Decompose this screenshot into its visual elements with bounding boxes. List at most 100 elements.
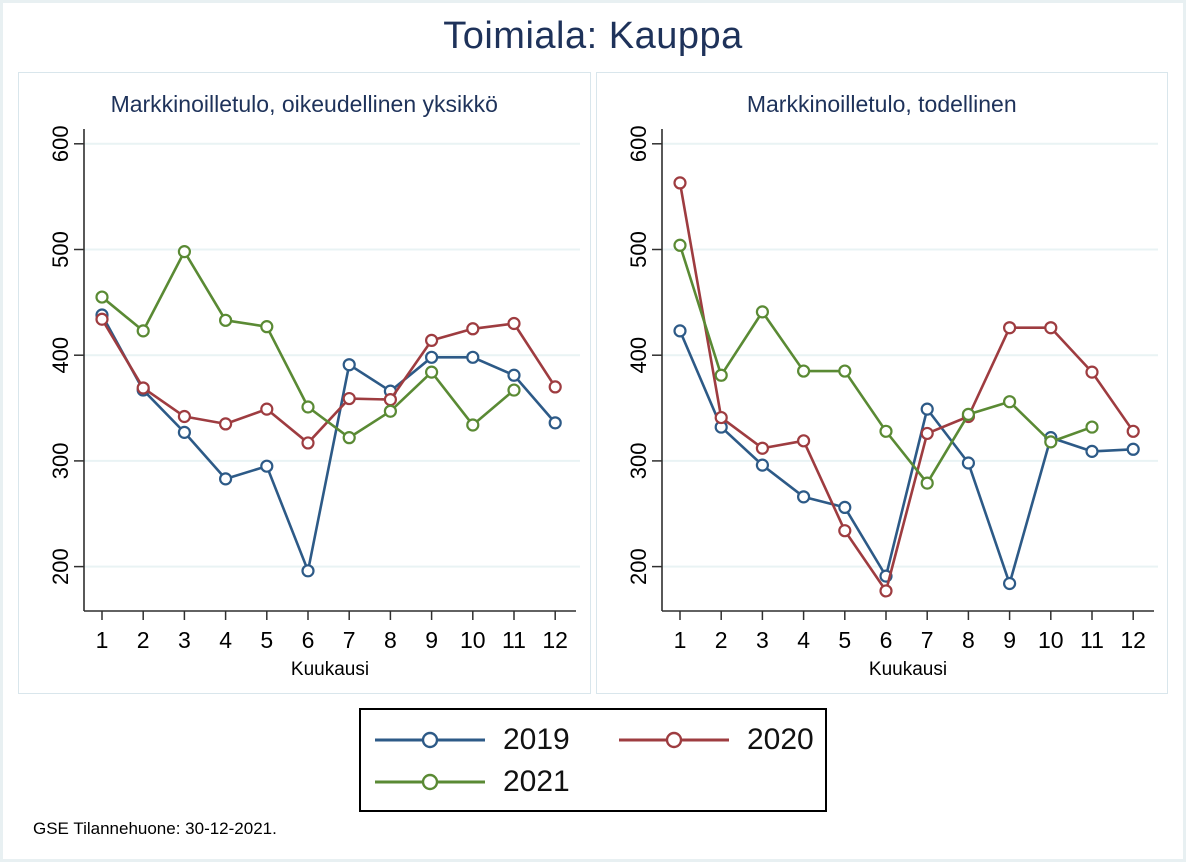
data-point-2019 — [342, 358, 356, 372]
data-point-2019 — [796, 490, 810, 504]
data-point-2019 — [920, 402, 934, 416]
data-point-2021 — [714, 368, 728, 382]
footer-note: GSE Tilannehuone: 30-12-2021. — [33, 819, 277, 838]
x-tick-label: 2 — [137, 627, 150, 653]
data-point-2021 — [755, 305, 769, 319]
data-point-2019 — [548, 416, 562, 430]
x-tick-label: 7 — [343, 627, 356, 653]
data-point-2019 — [672, 324, 687, 338]
data-point-2021 — [301, 400, 315, 414]
legend-empty-cell — [617, 765, 819, 799]
data-point-2020 — [796, 434, 810, 448]
line-series-2020 — [678, 182, 1134, 593]
data-point-2020 — [1002, 321, 1016, 335]
x-tick-label: 2 — [714, 627, 727, 653]
data-point-2021 — [95, 290, 109, 304]
data-point-2020 — [714, 410, 728, 425]
data-point-2021 — [672, 238, 687, 252]
x-tick-label: 3 — [756, 627, 769, 653]
x-tick-label: 4 — [219, 627, 232, 653]
legend-label-2019: 2019 — [503, 723, 570, 756]
data-point-2021 — [219, 313, 233, 327]
data-point-2020 — [1126, 424, 1140, 438]
data-point-2019 — [260, 459, 274, 473]
data-point-2019 — [961, 456, 975, 470]
legend-item-2019: 2019 — [373, 723, 617, 757]
data-point-2021 — [1002, 395, 1016, 409]
data-point-2019 — [1126, 442, 1140, 456]
data-point-2020 — [548, 380, 562, 394]
data-point-2021 — [260, 320, 274, 334]
legend-label-2020: 2020 — [747, 723, 814, 756]
legend-marker — [665, 731, 683, 749]
data-point-2021 — [383, 404, 397, 418]
x-tick-label: 11 — [502, 627, 526, 653]
data-point-2020 — [260, 402, 274, 416]
data-point-2021 — [342, 431, 356, 445]
y-tick-label: 400 — [625, 337, 650, 374]
y-tick-label: 400 — [48, 337, 73, 374]
x-tick-label: 6 — [879, 627, 892, 653]
data-point-2020 — [672, 176, 687, 190]
x-tick-label: 8 — [962, 627, 975, 653]
x-tick-label: 1 — [96, 627, 109, 653]
y-tick-label: 200 — [625, 548, 650, 585]
data-point-2019 — [425, 350, 439, 364]
data-point-2019 — [219, 472, 233, 486]
data-point-2019 — [837, 500, 851, 515]
data-point-2021 — [425, 365, 439, 379]
x-tick-label: 9 — [425, 627, 438, 653]
data-point-2020 — [507, 316, 521, 331]
x-tick-label: 12 — [1120, 627, 1146, 653]
legend-label-2021: 2021 — [503, 765, 570, 798]
y-tick-label: 500 — [625, 231, 650, 268]
data-point-2021 — [1084, 420, 1099, 434]
panel-right: Markkinoilletulo, todellinen 200 300 400 50… — [595, 72, 1168, 694]
x-axis-label: Kuukausi — [291, 659, 369, 680]
x-tick-label: 1 — [673, 627, 686, 653]
data-point-2020 — [383, 392, 397, 407]
x-tick-label: 8 — [384, 627, 397, 653]
data-point-2021 — [878, 424, 893, 438]
data-point-2021 — [961, 407, 975, 421]
x-tick-label: 10 — [1038, 627, 1064, 653]
legend-swatch-2021-line-icon — [375, 773, 485, 791]
data-point-2019 — [466, 350, 480, 364]
data-point-2020 — [301, 436, 315, 450]
x-tick-label: 5 — [838, 627, 851, 653]
data-point-2019 — [1084, 444, 1099, 458]
panel-right-title: Markkinoilletulo, todellinen — [746, 91, 1017, 117]
charts-row: Markkinoilletulo, oikeudellinen yksikkö … — [18, 72, 1168, 694]
data-point-2020 — [755, 441, 769, 455]
y-tick-label: 600 — [48, 125, 73, 162]
x-tick-label: 11 — [1080, 627, 1104, 653]
data-point-2020 — [920, 426, 934, 441]
x-tick-label: 7 — [920, 627, 933, 653]
data-point-2019 — [177, 425, 191, 439]
data-point-2021 — [466, 418, 480, 432]
data-point-2020 — [136, 381, 150, 395]
data-point-2020 — [1084, 365, 1099, 379]
legend-marker — [421, 773, 439, 791]
y-tick-label: 200 — [48, 548, 73, 585]
x-tick-label: 3 — [178, 627, 191, 653]
y-tick-label: 600 — [625, 125, 650, 162]
legend-item-2020: 2020 — [617, 723, 819, 757]
y-tick-label: 300 — [625, 443, 650, 480]
data-point-2020 — [425, 333, 439, 348]
data-point-2020 — [177, 409, 191, 424]
panel-left: Markkinoilletulo, oikeudellinen yksikkö … — [18, 72, 591, 694]
data-point-2021 — [837, 364, 851, 378]
legend: 2019 2020 2021 — [359, 708, 827, 812]
data-point-2021 — [1043, 435, 1057, 449]
legend-item-2021: 2021 — [373, 765, 617, 799]
legend-marker — [421, 731, 439, 749]
data-point-2020 — [1043, 321, 1057, 335]
x-tick-label: 12 — [542, 627, 568, 653]
x-axis-label: Kuukausi — [868, 659, 946, 680]
x-tick-label: 5 — [260, 627, 273, 653]
data-point-2021 — [796, 364, 810, 378]
